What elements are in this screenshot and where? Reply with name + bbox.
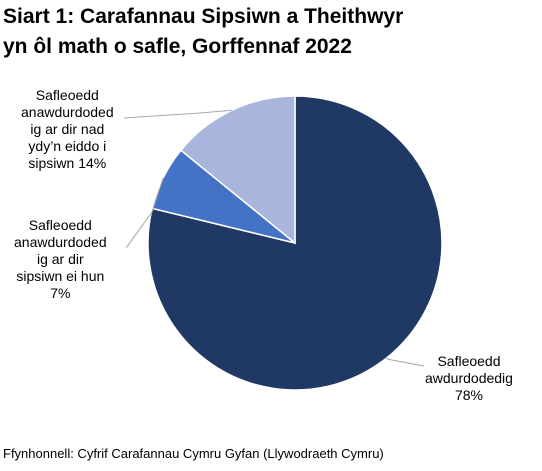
slice-label-authorised-line-2: awdurdodedig [425, 370, 513, 386]
chart-title-line-2: yn ôl math o safle, Gorffennaf 2022 [3, 35, 352, 58]
slice-label-authorised-line-3: 78% [454, 387, 483, 403]
chart-title: Siart 1: Carafannau Sipsiwn a Theithwyr … [3, 2, 539, 62]
slice-label-not-own-line-3: ig ar dir nad [30, 121, 105, 137]
slice-label-own-land-line-1: Safleoedd [28, 217, 92, 233]
leader-line-unauthorised-not-own-land [123, 109, 232, 119]
pie-slices [147, 95, 443, 391]
leader-line-unauthorised-own-land [125, 177, 164, 249]
slice-label-authorised-line-1: Safleoedd [437, 353, 501, 369]
leader-lines [123, 109, 425, 367]
slice-label-not-own-line-4: ydy’n eiddo i [28, 138, 107, 154]
slice-label-own-land-line-3: ig ar dir [36, 251, 84, 267]
slice-label-not-own-line-2: anawdurdoded [21, 104, 114, 120]
slice-label-not-own-line-1: Safleoedd [35, 87, 99, 103]
slice-label-own-land-line-2: anawdurdoded [14, 234, 107, 250]
slice-label-own-land-line-4: sipsiwn ei hun [16, 268, 105, 284]
slice-label-own-land-line-5: 7% [50, 285, 71, 301]
source-note: Ffynhonnell: Cyfrif Carafannau Cymru Gyf… [3, 446, 384, 461]
chart-title-line-1: Siart 1: Carafannau Sipsiwn a Theithwyr [3, 5, 404, 28]
slice-label-unauthorised-own-land: Safleoedd anawdurdoded ig ar dir sipsiwn… [14, 217, 107, 302]
pie-slice-unauthorised-not-own-land [179, 95, 296, 245]
slice-label-authorised: Safleoedd awdurdodedig 78% [425, 353, 513, 404]
slice-label-unauthorised-not-own-land: Safleoedd anawdurdoded ig ar dir nad ydy… [21, 87, 114, 172]
slice-label-not-own-line-5: sipsiwn 14% [28, 155, 107, 171]
leader-line-authorised [385, 358, 425, 367]
